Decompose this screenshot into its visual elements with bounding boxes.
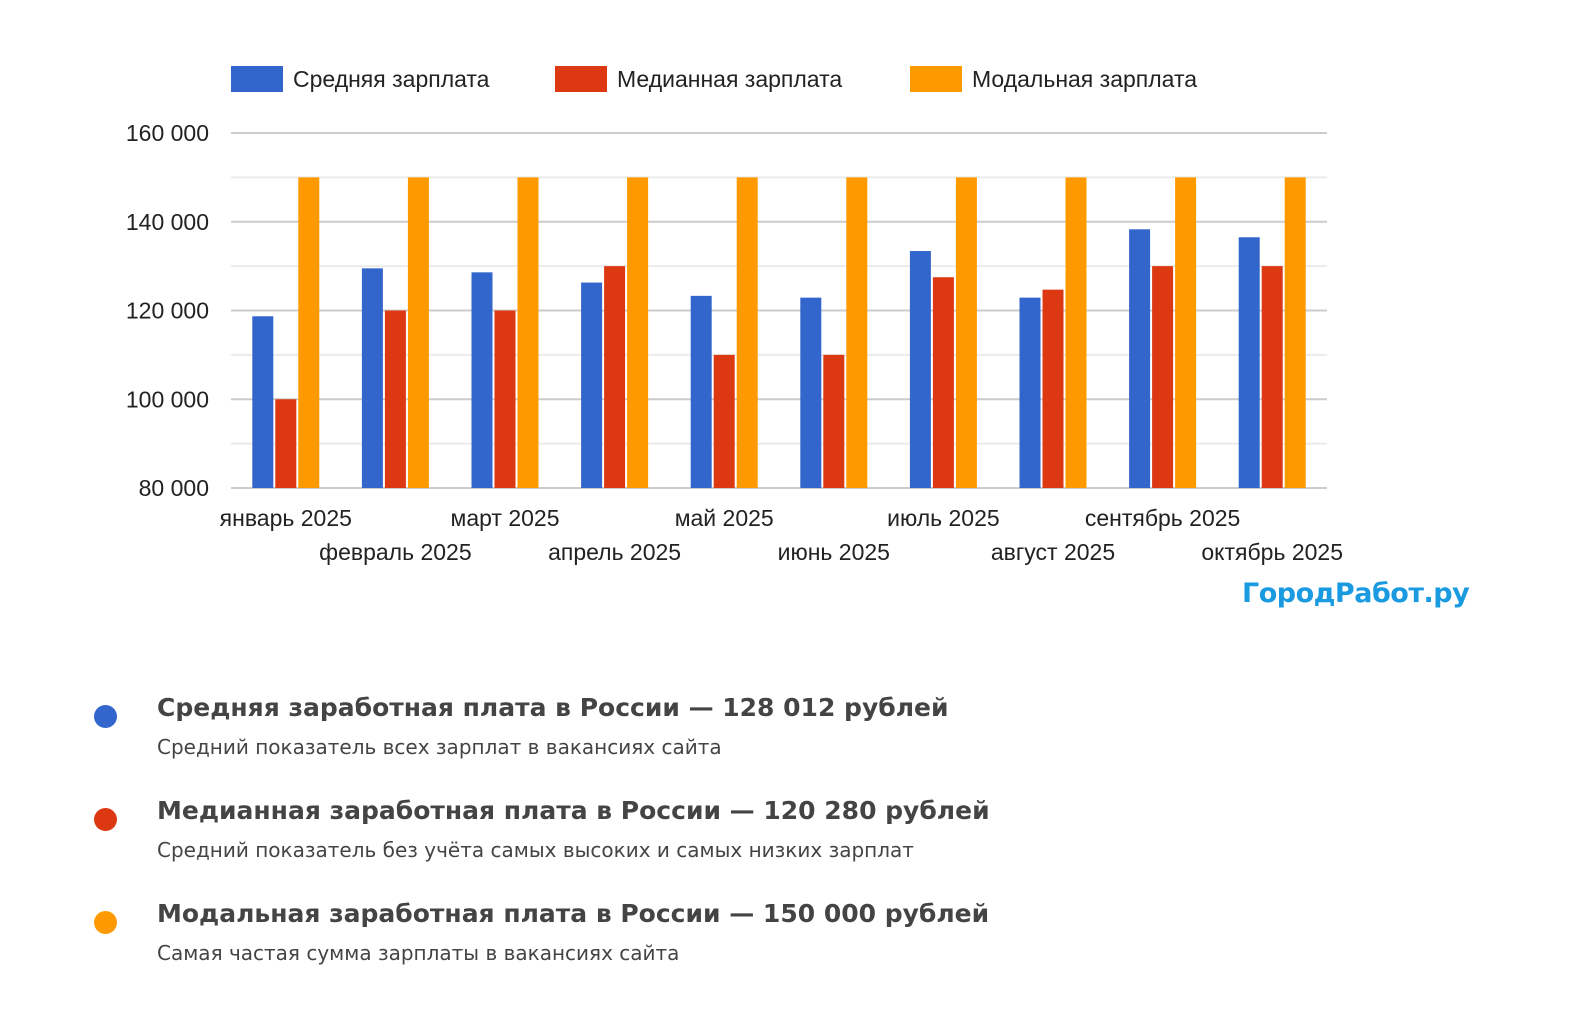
legend-swatch-mode [910, 66, 962, 92]
bar-median [275, 399, 297, 488]
x-tick-label: июль 2025 [887, 505, 1000, 531]
x-tick-label: март 2025 [451, 505, 560, 531]
bar-mean [909, 251, 931, 488]
bar-mean [1238, 237, 1260, 488]
legend-label-mean: Средняя зарплата [293, 65, 490, 92]
bar-mode [517, 177, 539, 488]
legend-item-mode[interactable]: Модальная зарплата [910, 64, 1197, 94]
y-tick-label: 140 000 [126, 209, 209, 235]
stat-mode-title: Модальная заработная плата в России — 15… [157, 899, 990, 928]
bar-mean [1019, 297, 1041, 488]
bar-mean [361, 268, 383, 488]
bar-mode [955, 177, 977, 488]
bar-median [823, 354, 845, 488]
legend-item-mean[interactable]: Средняя зарплата [231, 64, 489, 94]
stat-median-title: Медианная заработная плата в России — 12… [157, 796, 990, 825]
legend-label-mode: Модальная зарплата [972, 65, 1198, 92]
stat-mean-subtitle: Средний показатель всех зарплат в ваканс… [157, 735, 722, 759]
salary-bar-chart: 80 000 100 000 120 000 140 000 160 000 январь… [126, 120, 1343, 565]
bar-median [1261, 266, 1283, 488]
y-tick-label: 160 000 [126, 120, 209, 146]
bar-mode [627, 177, 649, 488]
bar-median [932, 277, 954, 488]
y-tick-label: 100 000 [126, 386, 209, 412]
orange-dot-icon [94, 911, 117, 934]
bar-mode [1065, 177, 1087, 488]
bar-mode [407, 177, 429, 488]
bar-mean [581, 282, 603, 488]
y-tick-label: 120 000 [126, 298, 209, 324]
legend-label-median: Медианная зарплата [617, 65, 843, 92]
legend-swatch-median [555, 66, 607, 92]
legend-swatch-mean [231, 66, 283, 92]
bar-median [494, 310, 516, 488]
x-tick-label: февраль 2025 [319, 539, 471, 565]
bar-mode [1175, 177, 1197, 488]
x-tick-label: апрель 2025 [548, 539, 681, 565]
bar-mode [298, 177, 320, 488]
bar-mean [800, 297, 822, 488]
x-tick-label: июнь 2025 [778, 539, 890, 565]
bar-median [604, 266, 626, 488]
bar-mean [690, 295, 712, 488]
x-tick-label: январь 2025 [220, 505, 352, 531]
gorodrabot-logo[interactable]: ГородРабот.ру [1242, 578, 1470, 609]
stat-mean-title: Средняя заработная плата в России — 128 … [157, 693, 949, 722]
y-tick-label: 80 000 [139, 475, 209, 501]
red-dot-icon [94, 808, 117, 831]
bar-mode [736, 177, 758, 488]
bar-mean [252, 316, 274, 488]
bar-mode [1284, 177, 1306, 488]
bar-median [713, 354, 735, 488]
legend-item-median[interactable]: Медианная зарплата [555, 64, 842, 94]
bar-median [384, 310, 406, 488]
bar-median [1152, 266, 1174, 488]
bar-median [1042, 289, 1064, 488]
bar-mean [471, 272, 493, 488]
blue-dot-icon [94, 705, 117, 728]
bar-mode [846, 177, 868, 488]
bar-mean [1129, 229, 1151, 488]
stat-mode-subtitle: Самая частая сумма зарплаты в вакансиях … [157, 941, 680, 965]
x-tick-label: сентябрь 2025 [1085, 505, 1241, 531]
x-tick-label: октябрь 2025 [1201, 539, 1343, 565]
stat-median-subtitle: Средний показатель без учёта самых высок… [157, 838, 914, 862]
x-tick-label: май 2025 [675, 505, 774, 531]
x-tick-label: август 2025 [991, 539, 1115, 565]
